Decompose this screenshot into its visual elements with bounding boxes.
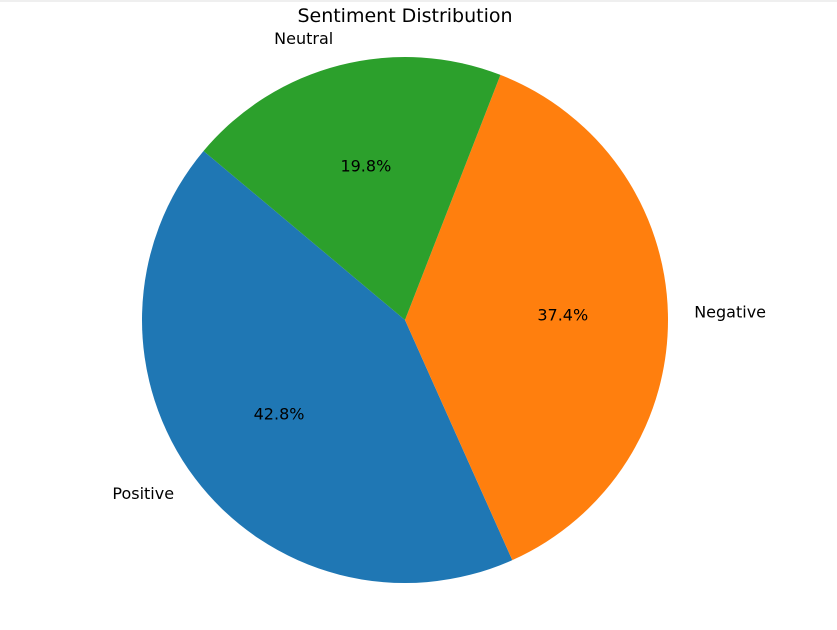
category-label-neutral: Neutral [274, 29, 333, 48]
category-label-positive: Positive [112, 484, 174, 503]
slice-positive [142, 150, 513, 584]
top-divider [0, 0, 837, 2]
slice-neutral [203, 57, 501, 321]
slice-negative [405, 74, 668, 561]
percent-label-neutral: 19.8% [340, 157, 391, 176]
pie-slices [142, 57, 668, 584]
percent-label-positive: 42.8% [254, 405, 305, 424]
pie-labels: Positive 42.8% Negative 37.4% Neutral 19.8% [112, 29, 766, 503]
percent-label-negative: 37.4% [537, 306, 588, 325]
category-label-negative: Negative [694, 302, 766, 321]
chart-title: Sentiment Distribution [297, 5, 512, 27]
